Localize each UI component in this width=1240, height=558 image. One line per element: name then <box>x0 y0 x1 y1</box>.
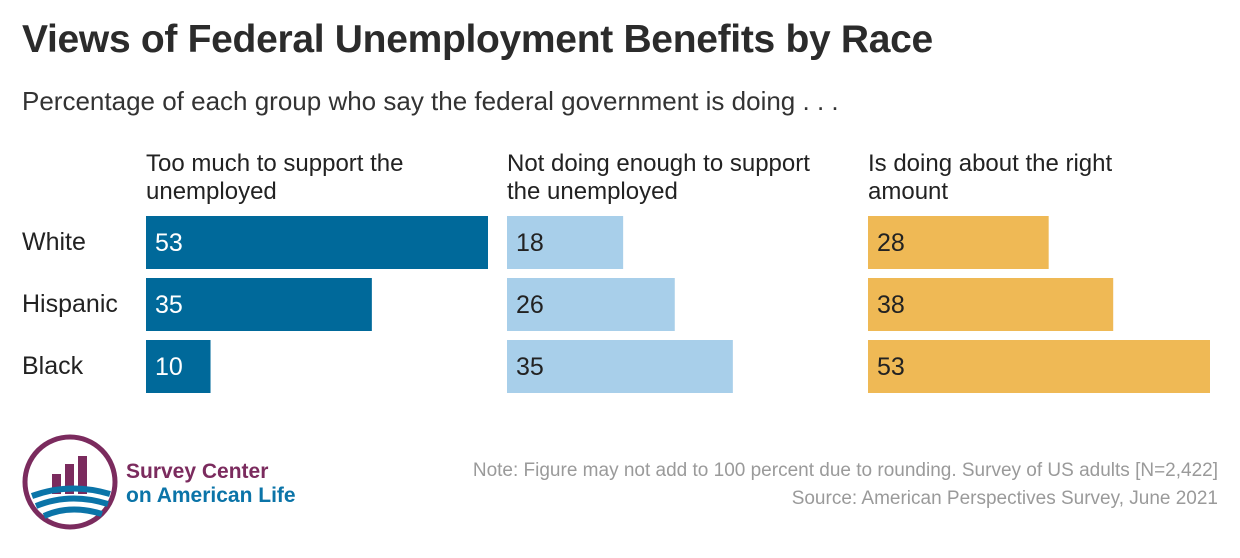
category-label-hispanic: Hispanic <box>22 290 118 318</box>
bar-too-much-white <box>146 216 488 269</box>
data-label-too-much-black: 10 <box>155 353 183 381</box>
data-label-about-right-hispanic: 38 <box>877 291 905 319</box>
data-label-not-enough-white: 18 <box>516 229 544 257</box>
logo-text-line2: on American Life <box>126 484 296 507</box>
bar-not-enough-white <box>507 216 624 269</box>
series-header-not-enough: Not doing enough to support the unemploy… <box>507 150 810 205</box>
bar-not-enough-black <box>507 340 733 393</box>
data-label-not-enough-hispanic: 26 <box>516 291 544 319</box>
bar-chart-circle-icon <box>22 434 118 530</box>
chart-subtitle: Percentage of each group who say the fed… <box>22 86 839 116</box>
category-label-black: Black <box>22 352 84 380</box>
data-label-too-much-hispanic: 35 <box>155 291 183 319</box>
source-note: Source: American Perspectives Survey, Ju… <box>791 488 1218 509</box>
logo-text-line1: Survey Center <box>126 460 269 483</box>
category-label-white: White <box>22 228 86 256</box>
data-label-about-right-white: 28 <box>877 229 905 257</box>
data-label-about-right-black: 53 <box>877 353 905 381</box>
data-label-not-enough-black: 35 <box>516 353 544 381</box>
footnote: Note: Figure may not add to 100 percent … <box>472 460 1218 481</box>
data-label-too-much-white: 53 <box>155 229 183 257</box>
bar-too-much-hispanic <box>146 278 372 331</box>
bar-too-much-black <box>146 340 211 393</box>
series-header-about-right: Is doing about the right amount <box>868 150 1113 205</box>
bar-about-right-hispanic <box>868 278 1114 331</box>
bar-not-enough-hispanic <box>507 278 675 331</box>
bar-about-right-black <box>868 340 1210 393</box>
bar-about-right-white <box>868 216 1049 269</box>
series-header-too-much: Too much to support the unemployed <box>146 150 404 205</box>
chart-title: Views of Federal Unemployment Benefits b… <box>22 18 933 61</box>
